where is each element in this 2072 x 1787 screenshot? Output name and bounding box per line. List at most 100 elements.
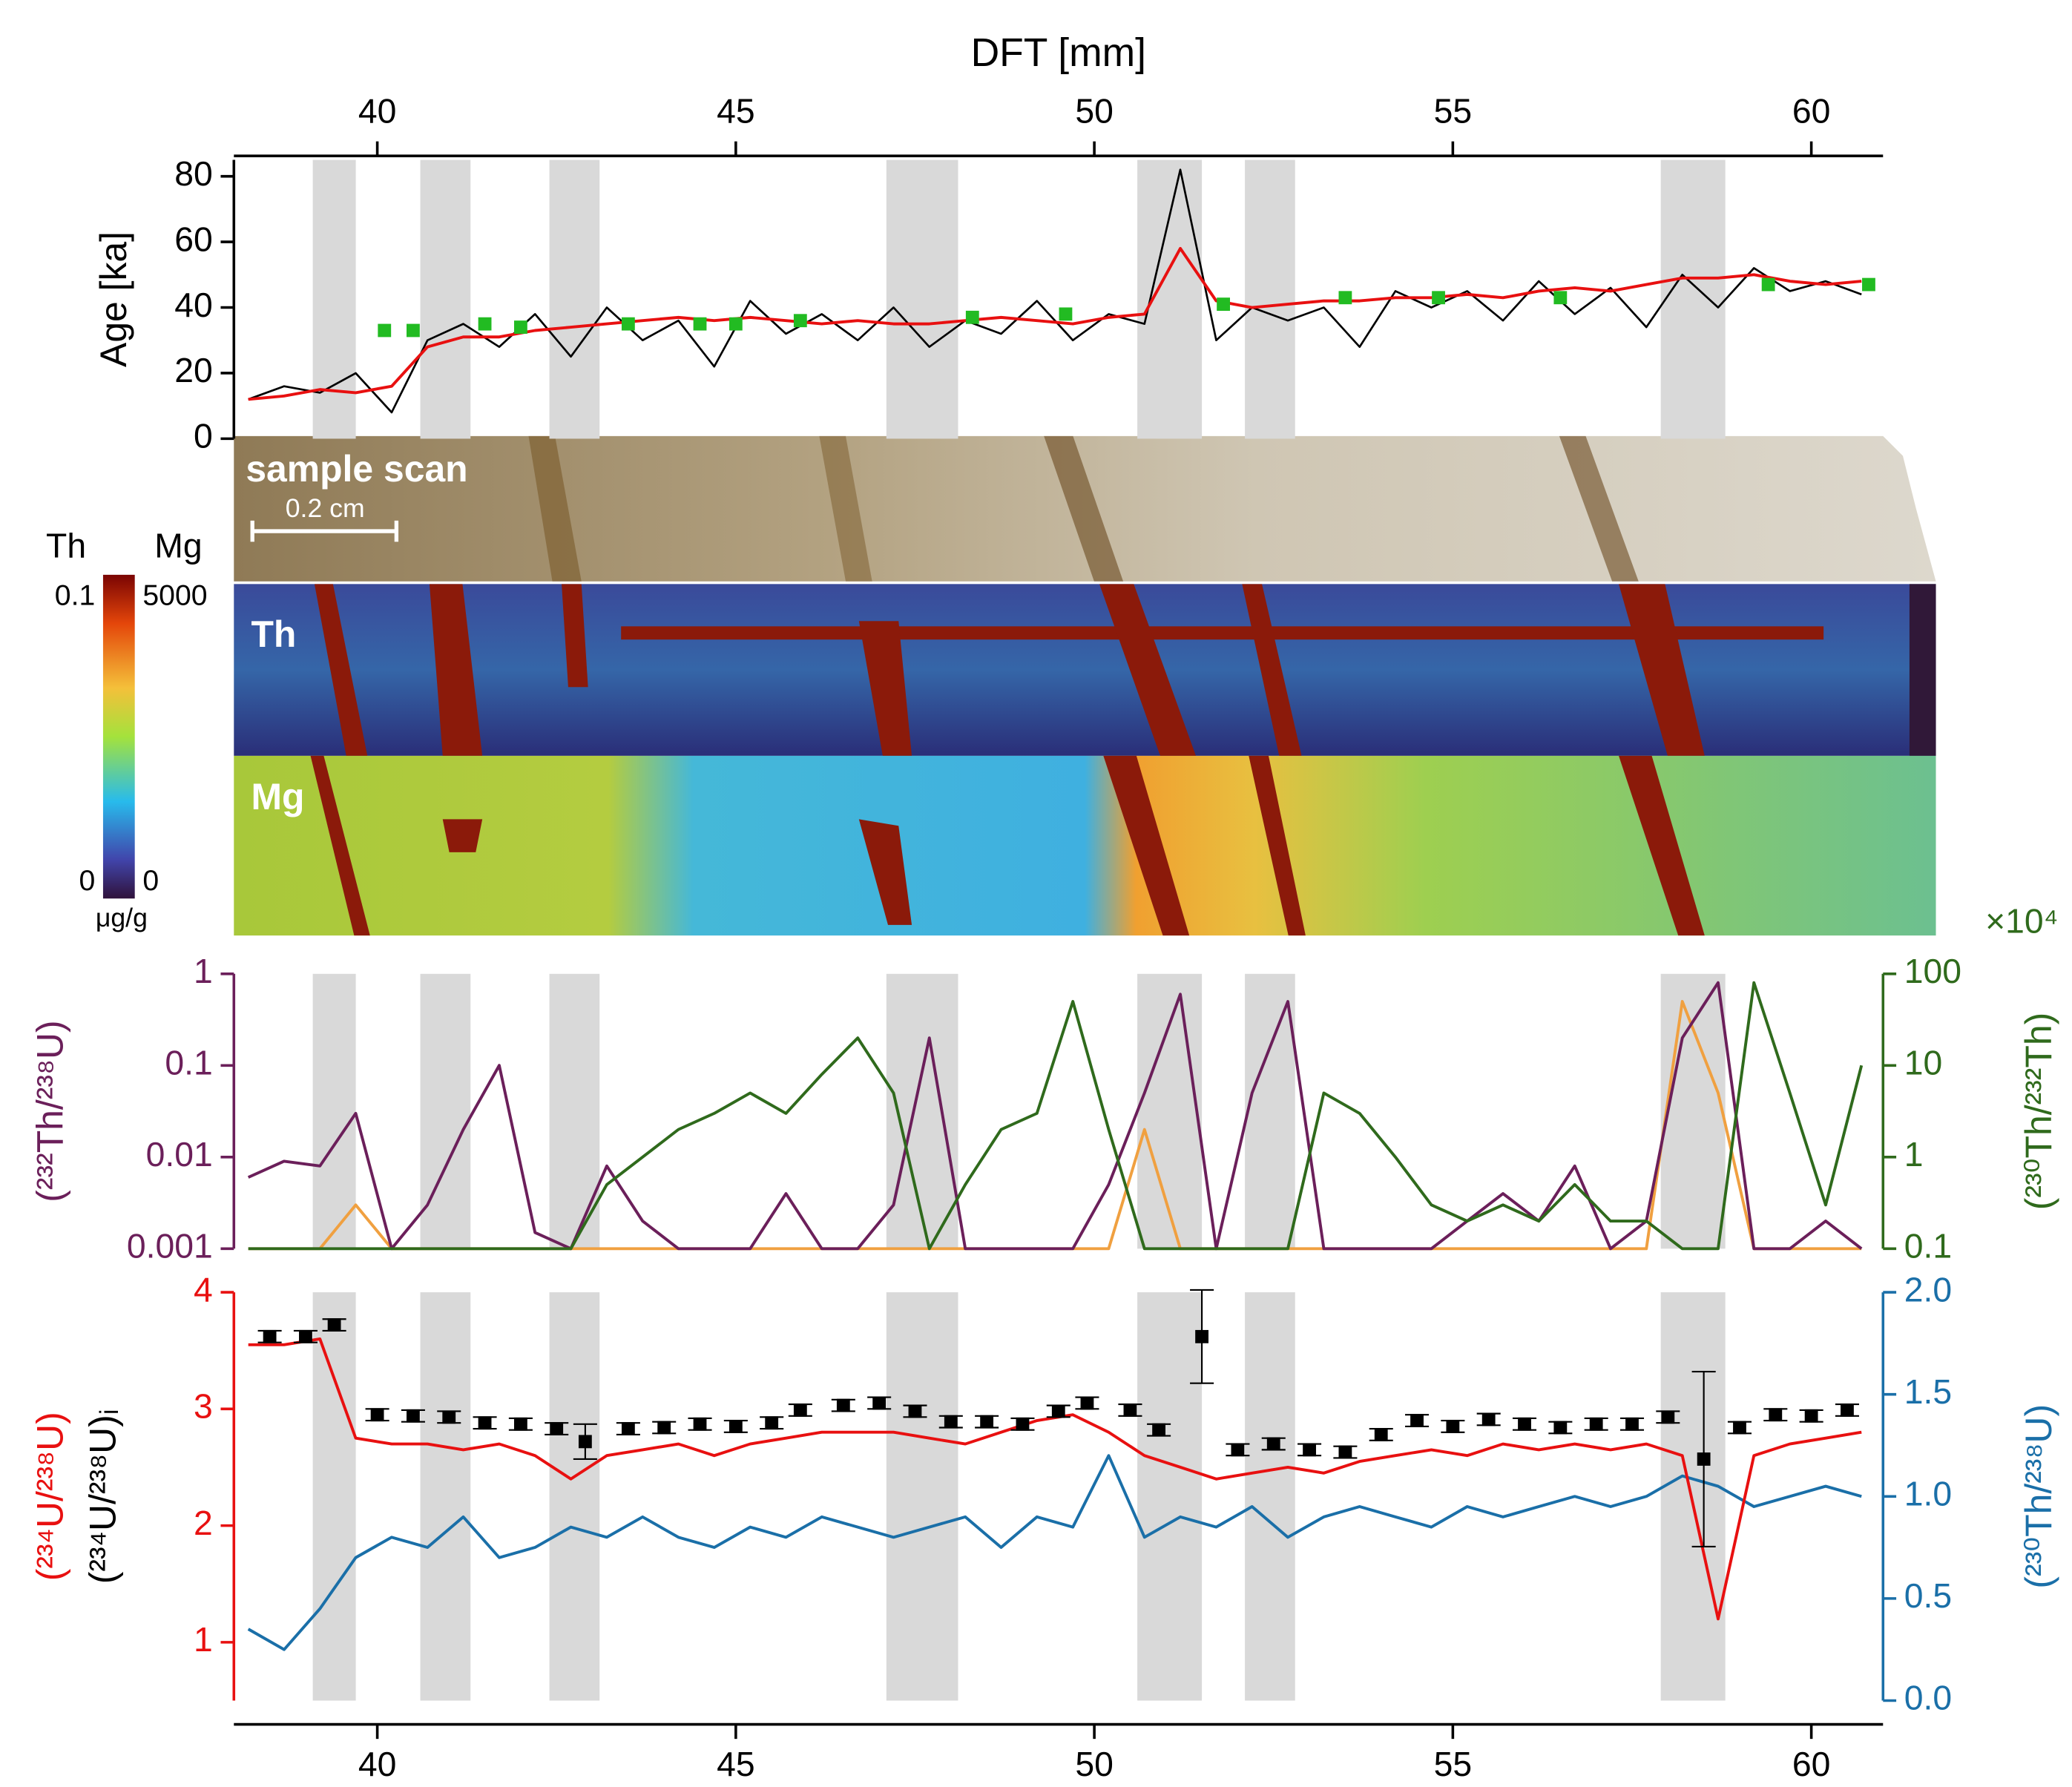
data-point (1051, 1404, 1065, 1418)
data-point (1303, 1443, 1316, 1457)
x-tick-label: 50 (1075, 1745, 1114, 1783)
x-tick-label: 55 (1434, 91, 1473, 130)
data-point (1769, 1408, 1783, 1422)
colorbar-mg-title: Mg (154, 526, 202, 565)
x-tick-label: 45 (717, 91, 755, 130)
th-map-streak (562, 584, 588, 688)
data-point (729, 317, 743, 331)
y-tick-label: 20 (174, 351, 213, 389)
th-map: Th (234, 584, 1936, 756)
y-tick-label: 4 (194, 1270, 213, 1309)
data-point (836, 1398, 850, 1412)
data-point (1080, 1396, 1094, 1410)
colorbar-scale (102, 574, 135, 899)
data-point (378, 323, 392, 338)
y-axis-label: (²³⁴U/²³⁸U) (29, 1412, 70, 1581)
mg-map-streak (858, 819, 912, 925)
y-axis-label-2: (²³⁴U/²³⁸U)ᵢ (82, 1409, 124, 1584)
data-point (1195, 1329, 1208, 1343)
data-line (248, 1000, 1862, 1251)
th-map-streak (621, 626, 1824, 640)
data-point (1152, 1423, 1166, 1437)
data-point (872, 1396, 887, 1410)
data-point (1338, 1445, 1352, 1459)
shaded-band (1245, 159, 1295, 439)
shaded-band (1660, 159, 1726, 439)
data-point (1123, 1403, 1137, 1417)
scan-streak (819, 435, 872, 582)
colorbar: Th Mg 0.1 5000 0 0 μg/g (46, 526, 207, 932)
data-point (1338, 291, 1352, 305)
data-point (1217, 297, 1230, 312)
x-tick-label: 50 (1075, 91, 1114, 130)
data-point (944, 1415, 958, 1429)
data-point (1432, 291, 1445, 305)
data-point (1862, 277, 1875, 292)
colorbar-th-min: 0 (79, 865, 95, 897)
data-point (693, 317, 707, 331)
th-map-streak (858, 621, 912, 756)
data-point (407, 323, 420, 338)
th-map-label: Th (251, 613, 296, 655)
data-point (1410, 1414, 1424, 1427)
data-point (1589, 1417, 1603, 1431)
sample-scan: sample scan 0.2 cm (234, 435, 1936, 582)
data-point (1016, 1417, 1030, 1431)
y2-tick-label: 10 (1904, 1044, 1943, 1082)
data-point (621, 317, 635, 331)
shaded-band (886, 1292, 958, 1701)
data-point (693, 1417, 707, 1431)
shaded-band (1245, 973, 1295, 1249)
colorbar-mg-max: 5000 (142, 579, 207, 611)
scale-bar-label: 0.2 cm (286, 493, 365, 523)
colorbar-unit: μg/g (96, 903, 148, 932)
colorbar-th-title: Th (46, 526, 86, 565)
mg-map-label: Mg (251, 776, 304, 817)
data-point (407, 1409, 420, 1423)
scan-streak (1559, 435, 1639, 582)
shaded-band (420, 1292, 471, 1701)
data-line (248, 981, 1864, 1251)
scan-streak (1044, 435, 1124, 582)
y-tick-label: 0.1 (165, 1044, 212, 1082)
th-map-streak (1242, 584, 1302, 756)
data-point (1231, 1443, 1245, 1457)
y2-axis-label: (²³⁰Th/²³⁸U) (2018, 1404, 2059, 1589)
data-point (980, 1415, 994, 1429)
data-point (1761, 277, 1775, 292)
shaded-band (1245, 1292, 1295, 1701)
y2-tick-label: 0.1 (1904, 1227, 1952, 1266)
y-tick-label: 0 (194, 417, 213, 455)
y-tick-label: 1 (194, 1620, 213, 1659)
data-point (299, 1329, 312, 1343)
data-point (578, 1435, 592, 1449)
mg-map-streak (1103, 755, 1190, 936)
data-point (1733, 1421, 1746, 1435)
data-point (478, 317, 492, 331)
data-point (621, 1422, 635, 1435)
shaded-band (312, 1292, 356, 1701)
y2-tick-label: 100 (1904, 952, 1961, 990)
data-point (657, 1421, 671, 1435)
data-point (1804, 1409, 1818, 1423)
y2-tick-label: 0.0 (1904, 1679, 1952, 1717)
y-tick-label: 80 (174, 154, 213, 193)
data-point (478, 1416, 492, 1430)
th-map-streak (1619, 584, 1705, 756)
data-point (1661, 1410, 1675, 1424)
data-point (729, 1420, 743, 1433)
mg-map: Mg (234, 755, 1936, 936)
y-tick-label: 1 (194, 952, 213, 990)
x-axis-label: DFT [mm] (971, 31, 1146, 75)
shaded-band (1660, 1292, 1726, 1701)
data-point (1697, 1452, 1711, 1466)
data-point (442, 1410, 456, 1424)
data-point (793, 314, 807, 328)
x-tick-label: 45 (717, 1745, 755, 1783)
data-point (513, 1417, 527, 1431)
th-map-edge (1909, 584, 1936, 756)
y-tick-label: 3 (194, 1387, 213, 1426)
data-point (1374, 1428, 1388, 1441)
shaded-band (1660, 973, 1726, 1249)
